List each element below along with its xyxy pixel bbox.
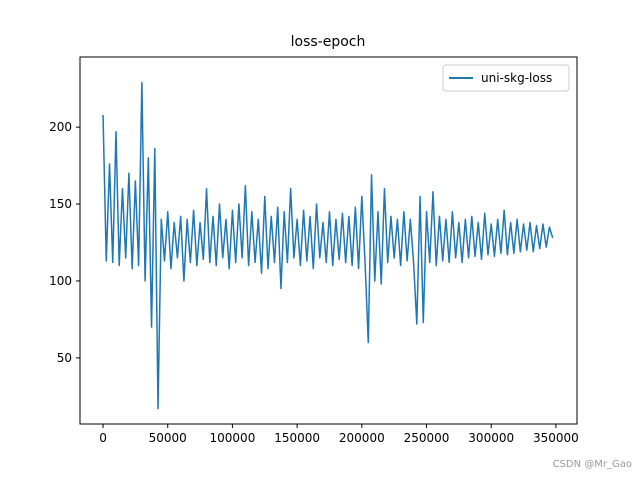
x-tick-label: 200000: [339, 431, 385, 445]
y-tick-label: 150: [49, 197, 72, 211]
y-tick-label: 50: [57, 351, 72, 365]
legend-box: [442, 64, 570, 92]
y-tick-label: 200: [49, 120, 72, 134]
x-tick-label: 300000: [468, 431, 514, 445]
x-tick-label: 100000: [210, 431, 256, 445]
plot-frame: [79, 56, 578, 425]
x-tick-label: 150000: [274, 431, 320, 445]
legend-label: uni-skg-loss: [481, 71, 552, 85]
line-series: [102, 81, 554, 410]
x-tick-label: 350000: [533, 431, 579, 445]
x-tick-label: 0: [99, 431, 107, 445]
y-tick-label: 100: [49, 274, 72, 288]
x-tick-label: 50000: [149, 431, 187, 445]
chart-title: loss-epoch: [291, 34, 366, 50]
x-tick-label: 250000: [404, 431, 450, 445]
watermark: CSDN @Mr_Gao: [553, 459, 632, 470]
